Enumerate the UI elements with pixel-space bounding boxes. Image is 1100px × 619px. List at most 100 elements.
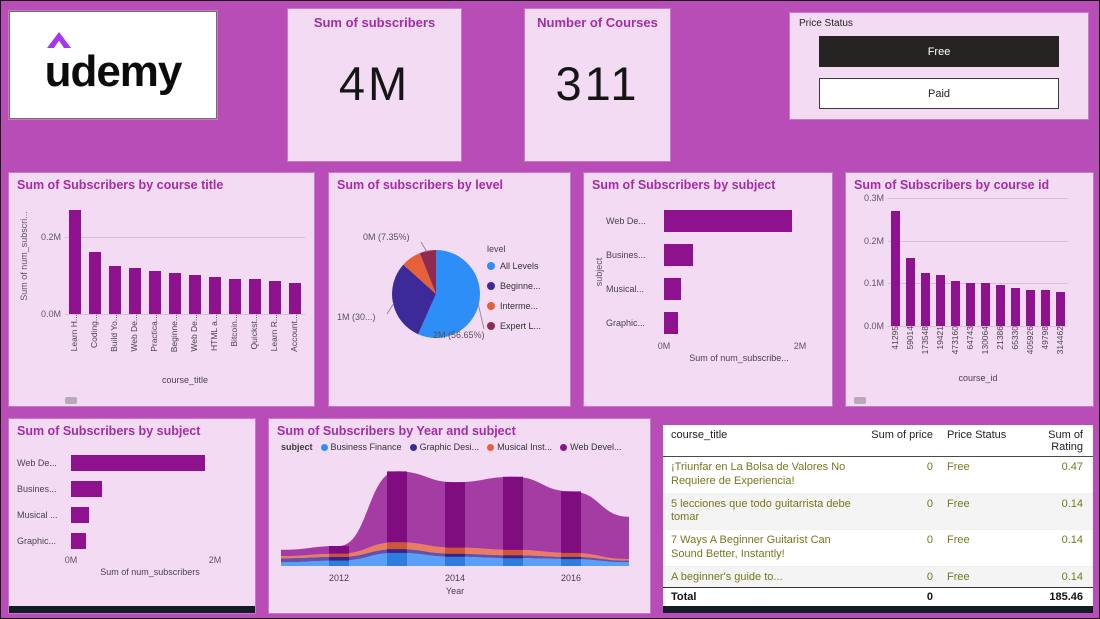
legend-item[interactable]: Web Devel... bbox=[560, 442, 621, 452]
bar[interactable] bbox=[149, 271, 161, 314]
kpi-title: Number of Courses bbox=[537, 15, 658, 30]
udemy-logo: udemy bbox=[45, 32, 182, 94]
bar[interactable] bbox=[229, 279, 241, 314]
table-row[interactable]: 5 lecciones que todo guitarrista debe to… bbox=[663, 493, 1093, 530]
column-header[interactable]: Price Status bbox=[947, 429, 1007, 441]
chart-title: Sum of Subscribers by subject bbox=[592, 178, 776, 192]
bar[interactable] bbox=[951, 281, 960, 326]
chart-title: Sum of Subscribers by Year and subject bbox=[277, 424, 516, 438]
x-axis-label: 2014 bbox=[444, 573, 466, 583]
category-label: Graphic... bbox=[17, 536, 57, 546]
legend-item[interactable]: Expert L... bbox=[487, 321, 541, 331]
chart-card-level: Sum of subscribers by level 2M (56.65%) 1… bbox=[329, 173, 570, 406]
x-axis-title: Sum of num_subscribers bbox=[100, 567, 200, 577]
bar[interactable] bbox=[936, 275, 945, 326]
bar[interactable] bbox=[71, 481, 102, 497]
bar[interactable] bbox=[1026, 290, 1035, 326]
bar[interactable] bbox=[71, 507, 89, 523]
bar[interactable] bbox=[249, 279, 261, 314]
bar[interactable] bbox=[109, 266, 121, 314]
pie-chart-level: 2M (56.65%) 1M (30...) 0M (7.35%) level All … bbox=[329, 194, 570, 399]
legend-item[interactable]: Beginne... bbox=[487, 281, 541, 291]
scrollbar-nub[interactable] bbox=[854, 397, 866, 404]
chart-title: Sum of subscribers by level bbox=[337, 178, 504, 192]
category-label: Musical ... bbox=[17, 510, 58, 520]
bar[interactable] bbox=[921, 273, 930, 326]
x-axis-label: 2016 bbox=[560, 573, 582, 583]
pie-slice[interactable] bbox=[418, 250, 480, 338]
legend-item[interactable]: Graphic Desi... bbox=[409, 442, 479, 452]
legend-item[interactable]: Interme... bbox=[487, 301, 541, 311]
x-axis-title: course_title bbox=[161, 375, 209, 385]
bar[interactable] bbox=[891, 211, 900, 326]
bar[interactable] bbox=[169, 273, 181, 314]
bar-chart-course-id: 0.0M 0.1M 0.2M 0.3M 41295 59014 173548 19421 473… bbox=[846, 193, 1093, 383]
chart-card-subject-top: Sum of Subscribers by subject subject Web… bbox=[584, 173, 832, 406]
category-label: Web De... bbox=[606, 216, 646, 226]
x-axis-title: course_id bbox=[958, 373, 998, 383]
legend-title: subject bbox=[281, 442, 313, 452]
bar[interactable] bbox=[71, 533, 86, 549]
pie-slice[interactable] bbox=[403, 253, 436, 294]
bar[interactable] bbox=[1041, 290, 1050, 326]
bottom-strip bbox=[663, 606, 1093, 613]
bar[interactable] bbox=[89, 252, 101, 314]
x-axis-label: Web De... bbox=[189, 314, 200, 352]
legend-dot bbox=[320, 443, 328, 451]
bar[interactable] bbox=[209, 277, 221, 314]
bar-chart-course-title: Sum of num_subscri... 0.0M 0.2M Learn H... C… bbox=[9, 194, 314, 385]
legend-item[interactable]: Business Finance bbox=[320, 442, 402, 452]
column-header[interactable]: Sum of Rating bbox=[1048, 429, 1083, 453]
bar[interactable] bbox=[71, 455, 205, 471]
courses-table: course_title Sum of price Price Status Sum … bbox=[663, 425, 1093, 613]
column-header[interactable]: Sum of price bbox=[871, 429, 933, 441]
pie-slice[interactable] bbox=[392, 264, 436, 335]
legend-dot bbox=[487, 322, 495, 330]
x-axis-label: 19421 bbox=[934, 326, 945, 350]
bar[interactable] bbox=[664, 244, 693, 266]
bar[interactable] bbox=[289, 283, 301, 314]
bar[interactable] bbox=[664, 278, 681, 300]
bar[interactable] bbox=[189, 275, 201, 314]
slicer-option-paid[interactable]: Paid bbox=[819, 78, 1059, 109]
table-row[interactable]: 7 Ways A Beginner Guitarist Can Sound Be… bbox=[663, 530, 1093, 567]
bar[interactable] bbox=[1011, 288, 1020, 326]
bar[interactable] bbox=[664, 312, 678, 334]
x-axis-label: 49798 bbox=[1039, 326, 1050, 350]
table-row[interactable]: ¡Triunfar en La Bolsa de Valores No Requ… bbox=[663, 457, 1093, 494]
table-row[interactable]: A beginner's guide to... 0 Free 0.14 bbox=[663, 566, 1093, 587]
x-axis-title: Year bbox=[445, 586, 465, 596]
udemy-logo-card: udemy bbox=[9, 11, 217, 119]
bar[interactable] bbox=[69, 210, 81, 314]
column-header[interactable]: course_title bbox=[671, 429, 728, 441]
pie-slice[interactable] bbox=[419, 250, 436, 294]
legend-item[interactable]: All Levels bbox=[487, 261, 541, 271]
legend: subject Business Finance Graphic Desi... Mu… bbox=[281, 442, 642, 452]
bar[interactable] bbox=[664, 210, 792, 232]
chart-card-course-title: Sum of Subscribers by course title Sum o… bbox=[9, 173, 314, 406]
pie-data-label: 0M (7.35%) bbox=[363, 232, 410, 242]
legend-dot bbox=[487, 262, 495, 270]
bar[interactable] bbox=[906, 258, 915, 326]
legend-dot bbox=[487, 282, 495, 290]
x-axis-label: 2012 bbox=[328, 573, 350, 583]
pie-svg bbox=[386, 241, 485, 338]
x-axis-label: Practica... bbox=[149, 314, 160, 352]
bar[interactable] bbox=[269, 281, 281, 314]
category-label: Musical... bbox=[606, 284, 645, 294]
x-axis-label: HTML a... bbox=[209, 314, 220, 351]
bar[interactable] bbox=[129, 268, 141, 314]
bar[interactable] bbox=[1056, 292, 1065, 326]
kpi-card-courses: Number of Courses 311 bbox=[525, 9, 670, 161]
plot-area bbox=[888, 198, 1068, 327]
scrollbar-nub[interactable] bbox=[65, 397, 77, 404]
bar[interactable] bbox=[996, 285, 1005, 326]
legend-item[interactable]: Musical Inst... bbox=[487, 442, 552, 452]
x-axis-label: 21386 bbox=[994, 326, 1005, 350]
kpi-card-subscribers: Sum of subscribers 4M bbox=[288, 9, 461, 161]
x-axis-label: Learn H... bbox=[69, 314, 80, 352]
bar[interactable] bbox=[981, 283, 990, 326]
bar[interactable] bbox=[966, 283, 975, 326]
slicer-option-free[interactable]: Free bbox=[819, 36, 1059, 67]
